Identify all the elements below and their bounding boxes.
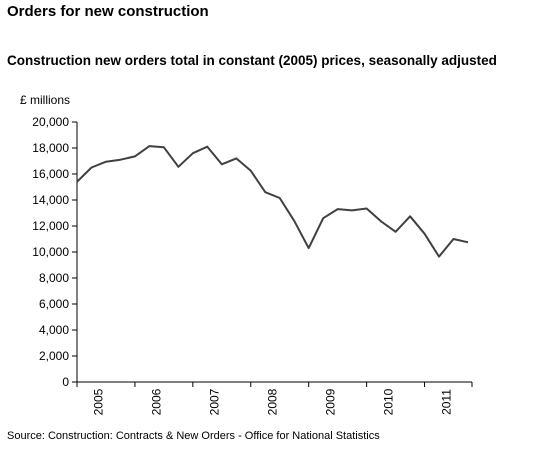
source-note: Source: Construction: Contracts & New Or… <box>7 430 380 442</box>
y-tick-label: 10,000 <box>32 245 69 259</box>
y-tick-label: 0 <box>62 375 69 389</box>
x-tick-label: 2010 <box>381 388 395 415</box>
chart-axes <box>76 122 472 383</box>
y-tick-label: 8,000 <box>39 271 69 285</box>
x-tick-label: 2009 <box>323 388 337 415</box>
y-tick-label: 20,000 <box>32 115 69 129</box>
y-tick-label: 12,000 <box>32 219 69 233</box>
y-axis-ticks: 0 2,000 4,000 6,000 8,000 10,000 12,000 14,000 1… <box>32 115 77 389</box>
chart-title: Construction new orders total in constan… <box>7 53 497 68</box>
y-tick-label: 6,000 <box>39 297 69 311</box>
y-axis-unit-label: £ millions <box>20 93 70 107</box>
x-tick-label: 2006 <box>150 388 164 415</box>
x-axis-ticks: 2005 2006 2007 2008 2009 2010 2011 <box>76 382 473 415</box>
x-tick-label: 2005 <box>92 388 106 415</box>
x-tick-label: 2011 <box>439 389 453 415</box>
y-tick-label: 18,000 <box>32 141 69 155</box>
page-title: Orders for new construction <box>7 3 209 20</box>
chart-series <box>76 145 469 258</box>
x-tick-label: 2008 <box>266 388 280 415</box>
x-tick-label: 2007 <box>208 388 222 415</box>
series-line <box>76 145 469 258</box>
y-tick-label: 14,000 <box>32 193 69 207</box>
y-tick-label: 16,000 <box>32 167 69 181</box>
y-tick-label: 4,000 <box>39 323 69 337</box>
y-tick-label: 2,000 <box>39 349 69 363</box>
